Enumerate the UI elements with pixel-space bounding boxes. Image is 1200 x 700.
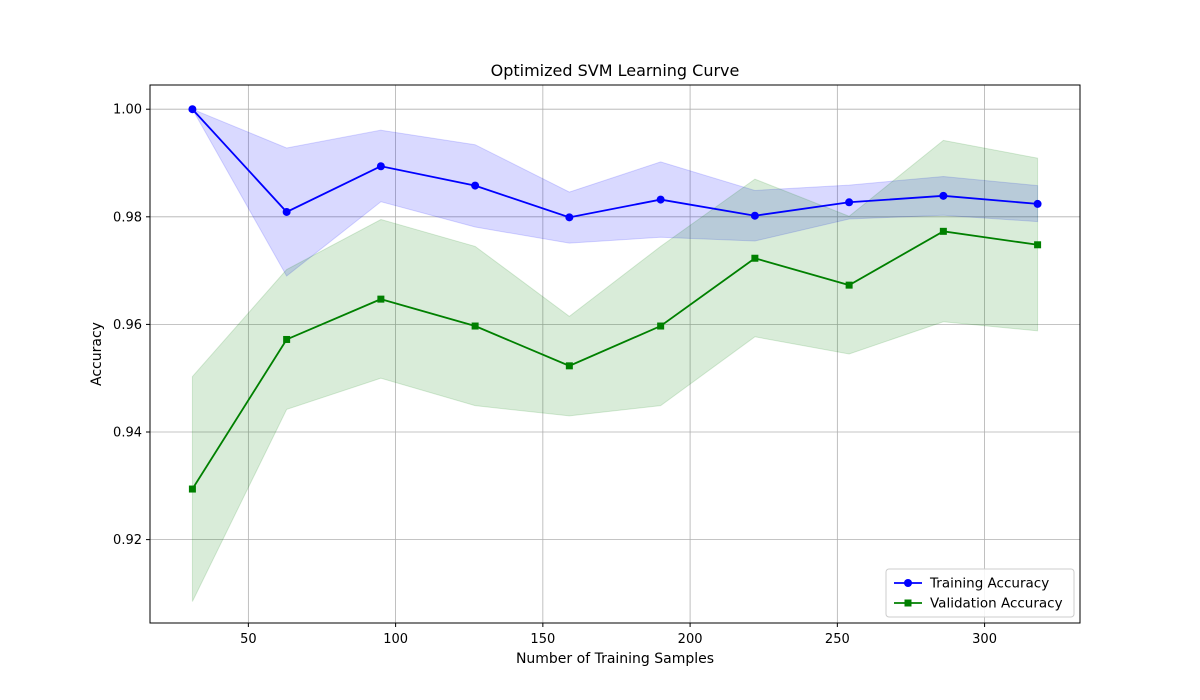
data-point	[471, 322, 479, 330]
legend-box	[885, 568, 1075, 618]
data-point	[656, 195, 665, 204]
data-point	[1033, 199, 1042, 208]
data-point	[750, 211, 759, 220]
legend-label: Training Accuracy	[929, 576, 1049, 592]
data-point	[188, 485, 196, 493]
x-tick-label: 100	[383, 632, 408, 647]
y-tick-label: 0.96	[113, 318, 142, 333]
y-axis-label: Accuracy	[89, 322, 105, 386]
x-tick-label: 150	[530, 632, 555, 647]
legend-label: Validation Accuracy	[930, 596, 1063, 612]
x-axis-label: Number of Training Samples	[516, 651, 714, 667]
data-point	[282, 207, 291, 216]
data-point	[845, 198, 854, 207]
data-point	[939, 227, 947, 235]
data-point	[471, 181, 480, 190]
legend-marker	[904, 579, 912, 587]
data-point	[751, 254, 759, 262]
data-point	[283, 335, 291, 343]
x-tick-label: 250	[825, 632, 850, 647]
plot-frame	[149, 84, 1081, 624]
series-line	[191, 108, 1038, 219]
y-tick-label: 0.94	[113, 426, 142, 441]
x-tick-label: 50	[240, 632, 257, 647]
series-line	[191, 230, 1038, 490]
y-tick-label: 1.00	[113, 103, 142, 118]
legend: Training Accuracy Validation Accuracy	[885, 568, 1075, 618]
data-point	[188, 105, 197, 114]
data-point	[1034, 241, 1042, 249]
plot-area: 50 100 150 200 250 300 0.92 0.94 0.96 0.98 1.00 Tra…	[113, 84, 1081, 647]
data-point	[376, 162, 385, 171]
data-point	[377, 295, 385, 303]
x-tick-label: 300	[972, 632, 997, 647]
confidence-band	[191, 139, 1039, 602]
data-point	[939, 191, 948, 200]
legend-marker	[904, 599, 912, 607]
y-tick-label: 0.92	[113, 533, 142, 548]
x-tick-label: 200	[678, 632, 703, 647]
data-point	[565, 362, 573, 370]
data-point	[657, 322, 665, 330]
data-point	[845, 281, 853, 289]
y-tick-label: 0.98	[113, 210, 142, 225]
chart-title: Optimized SVM Learning Curve	[491, 61, 740, 80]
data-point	[565, 213, 574, 222]
